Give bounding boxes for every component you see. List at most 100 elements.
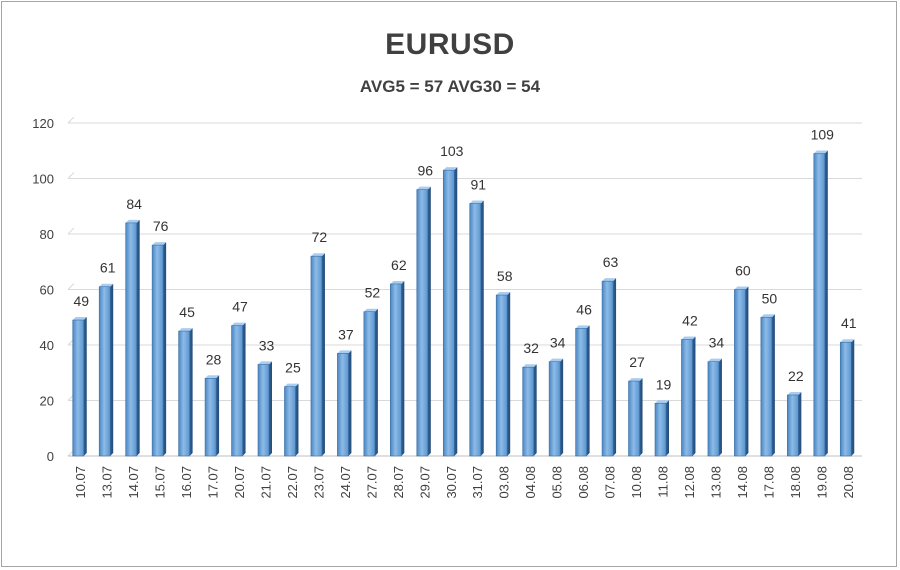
bar-top [813,150,828,154]
bar [442,167,458,457]
bar-front [257,364,270,457]
bar-front [442,169,455,457]
bar-top [840,339,855,343]
gridline-depth [67,227,75,235]
bar-front [760,316,773,457]
bar-front [98,286,111,457]
bar-side [401,280,405,456]
bar-side [798,391,802,456]
y-tick-label: 20 [40,394,54,409]
bar [522,364,537,457]
bar-side [824,150,828,456]
data-label: 109 [811,127,835,143]
bar-top [734,286,749,290]
bar [178,328,193,457]
x-tick-label: 04.08 [523,466,538,499]
bar-front [601,280,614,457]
bar [628,378,643,457]
bar [416,186,431,457]
bar-top [681,336,696,340]
bar [151,242,167,457]
bar-front [72,319,85,457]
x-tick-label: 06.08 [576,466,591,499]
bar-top [787,391,802,395]
bar-top [337,350,352,354]
bar-front [628,380,640,457]
bar [760,314,775,457]
bar-front [681,339,693,457]
data-label: 50 [762,290,778,306]
x-tick-label: 05.08 [550,466,565,499]
x-tick-label: 24.07 [338,466,353,499]
bar-side [242,322,246,456]
bar-top [469,200,484,204]
bar-front [284,386,296,457]
data-label: 28 [206,351,222,367]
bar [734,286,749,457]
data-label: 60 [735,263,751,279]
data-label: 61 [100,260,116,276]
bar-front [337,353,349,457]
bar-top [522,364,537,368]
bar [231,322,246,457]
bar-side [321,253,325,456]
y-tick-label: 0 [47,449,54,464]
bar-side [560,358,564,456]
bar-side [374,308,378,456]
bar-side [692,336,696,456]
bar-side [507,292,511,456]
data-label: 45 [179,304,195,320]
data-label: 62 [391,257,407,273]
data-label: 84 [126,196,142,212]
bar [548,358,564,457]
x-tick-label: 07.08 [603,466,618,499]
bar-top [178,328,193,332]
bar-top [284,383,299,387]
bar-front [204,377,217,457]
bar-top [99,283,114,287]
data-label: 76 [153,218,169,234]
x-tick-label: 27.07 [364,466,379,499]
bar-front [231,325,243,457]
bar-top [72,317,87,321]
y-tick-label: 40 [40,338,54,353]
bar-top [152,242,167,246]
y-tick-label: 120 [32,116,54,131]
bar-side [454,167,458,457]
y-tick-label: 100 [32,172,54,187]
bar-front [390,283,402,457]
x-tick-label: 10.07 [73,466,88,499]
data-label: 42 [682,312,698,328]
x-tick-label: 28.07 [391,466,406,499]
x-tick-label: 30.07 [444,466,459,499]
data-label: 72 [312,229,328,245]
bar-side [348,350,352,456]
data-label: 91 [470,176,486,192]
x-tick-label: 13.07 [100,466,115,499]
bar-top [496,292,511,296]
data-label: 25 [285,360,301,376]
data-label: 49 [73,293,89,309]
bar-side [639,378,643,456]
bar-front [548,361,561,457]
bar-front [654,402,667,457]
x-tick-label: 10.08 [629,466,644,499]
x-tick-label: 20.08 [841,466,856,499]
y-tick-label: 60 [40,283,54,298]
bar-top [125,219,140,223]
bar [125,219,140,457]
x-tick-label: 19.08 [814,466,829,499]
x-axis: 10.07 13.07 14.07 15.07 16.07 17.07 20.07 21.07… [73,466,856,499]
x-tick-label: 18.08 [788,466,803,499]
data-label: 63 [603,254,619,270]
bar-side [83,317,87,456]
bar [363,308,378,457]
bar-front [839,341,852,457]
bar-top [707,358,722,362]
bar-side [771,314,775,456]
bar-top [575,325,590,329]
data-label: 33 [259,337,275,353]
chart-title: EURUSD [385,28,515,61]
bar-front [813,153,826,457]
bar [337,350,352,457]
